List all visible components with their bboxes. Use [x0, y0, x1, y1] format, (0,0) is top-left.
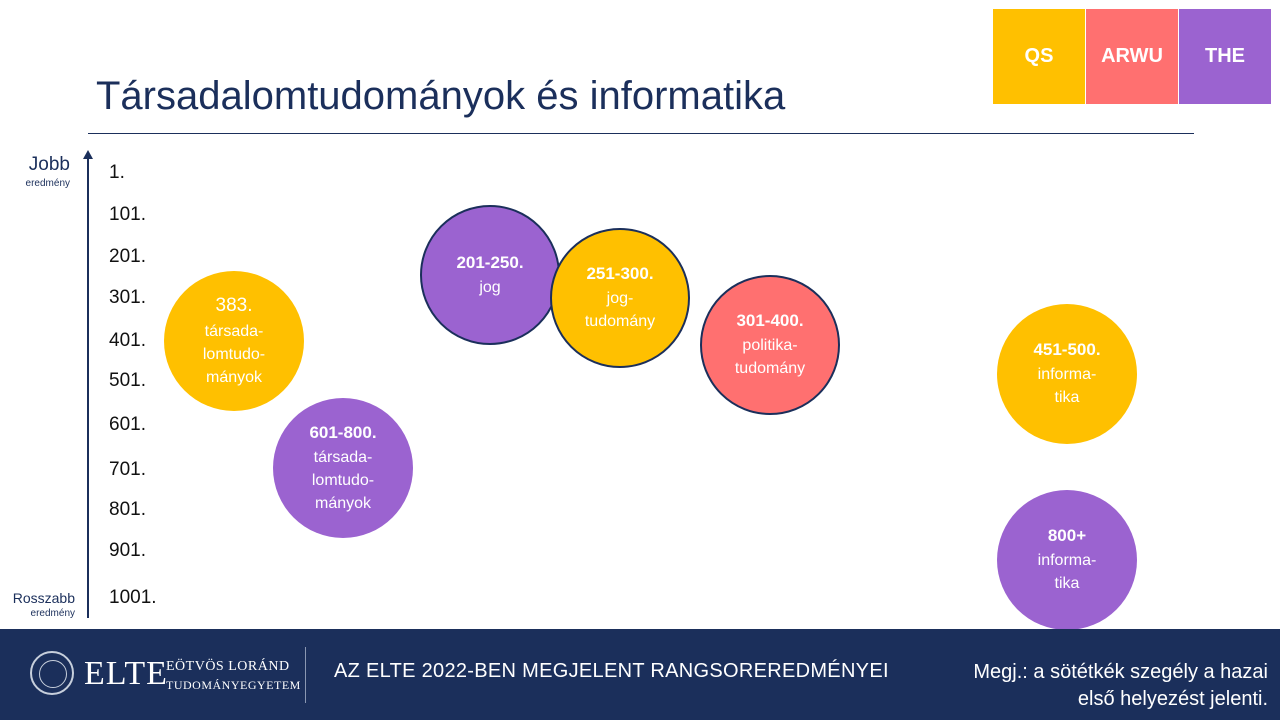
bubble-arwu: 301-400. politika-tudomány: [700, 275, 840, 415]
axis-top-subtext: eredmény: [25, 178, 70, 189]
logo-wordmark: ELTE: [84, 655, 168, 692]
y-tick-label: 501.: [109, 370, 146, 391]
y-tick-label: 901.: [109, 540, 146, 561]
axis-bottom-text: Rosszabb: [12, 590, 75, 606]
y-tick-label: 401.: [109, 330, 146, 351]
bubble-rank: 383.: [215, 295, 253, 317]
y-tick-label: 1001.: [109, 587, 157, 608]
bubble-field-line: tudomány: [584, 313, 656, 331]
bubble-rank: 601-800.: [309, 422, 377, 442]
bubble-field-line: mányok: [205, 369, 263, 387]
y-axis-line: [87, 158, 89, 618]
logo-subtitle-line2: TUDOMÁNYEGYETEM: [166, 678, 301, 692]
bubble-qs: 451-500. informa-tika: [997, 304, 1137, 444]
legend-arwu: ARWU: [1086, 9, 1178, 104]
legend-qs: QS: [993, 9, 1085, 104]
bubble-field-line: lomtudo-: [311, 471, 375, 489]
bubble-field-line: mányok: [314, 494, 372, 512]
bubble-field-line: jog: [479, 278, 501, 296]
footer-divider: [305, 647, 306, 703]
bubble-rank: 800+: [1047, 526, 1087, 546]
bubble-the: 601-800. társada-lomtudo-mányok: [273, 398, 413, 538]
footer-note-line2: első helyezést jelenti.: [1077, 688, 1268, 710]
page-title: Társadalomtudományok és informatika: [96, 74, 786, 118]
bubble-field-line: tika: [1054, 389, 1080, 407]
bubble-the: 201-250. jog: [420, 205, 560, 345]
axis-top-label: Jobb eredmény: [26, 154, 70, 189]
axis-arrow-icon: [83, 150, 93, 159]
title-divider: [88, 133, 1194, 134]
bubble-rank: 301-400.: [736, 311, 804, 331]
y-tick-label: 101.: [109, 204, 146, 225]
y-tick-label: 601.: [109, 414, 146, 435]
ranking-legend: QS ARWU THE: [993, 9, 1272, 104]
bubble-field-line: tudomány: [734, 360, 806, 378]
bubble-field-line: lomtudo-: [202, 346, 266, 364]
footer-note-line1: Megj.: a sötétkék szegély a hazai: [973, 661, 1268, 683]
footer-note: Megj.: a sötétkék szegély a hazai első h…: [973, 659, 1268, 713]
footer-headline: AZ ELTE 2022-BEN MEGJELENT RANGSOREREDMÉ…: [334, 660, 889, 682]
bubble-field-line: tika: [1054, 575, 1080, 593]
axis-bottom-label: Rosszabb eredmény: [13, 590, 75, 619]
bubble-rank: 451-500.: [1033, 340, 1101, 360]
bubble-field-line: informa-: [1037, 366, 1097, 384]
bubble-the: 800+ informa-tika: [997, 490, 1137, 630]
bubble-qs: 383. társada-lomtudo-mányok: [164, 271, 304, 411]
y-tick-label: 301.: [109, 287, 146, 308]
legend-the: THE: [1179, 9, 1271, 104]
axis-bottom-subtext: eredmény: [30, 608, 75, 619]
y-tick-label: 201.: [109, 246, 146, 267]
y-tick-label: 701.: [109, 459, 146, 480]
bubble-field-line: társada-: [313, 448, 373, 466]
bubble-field-line: informa-: [1037, 552, 1097, 570]
y-tick-label: 801.: [109, 499, 146, 520]
footer-bar: ELTE EÖTVÖS LORÁND TUDOMÁNYEGYETEM AZ EL…: [0, 629, 1280, 720]
university-seal-icon: [30, 651, 74, 695]
bubble-field-line: politika-: [742, 337, 798, 355]
bubble-field-line: társada-: [204, 322, 264, 340]
bubble-field-line: jog-: [606, 290, 634, 308]
bubble-rank: 251-300.: [586, 264, 654, 284]
bubble-qs: 251-300. jog-tudomány: [550, 228, 690, 368]
bubble-rank: 201-250.: [456, 253, 524, 273]
logo-subtitle-line1: EÖTVÖS LORÁND: [166, 659, 290, 674]
axis-top-text: Jobb: [28, 154, 70, 175]
y-tick-label: 1.: [109, 162, 125, 183]
